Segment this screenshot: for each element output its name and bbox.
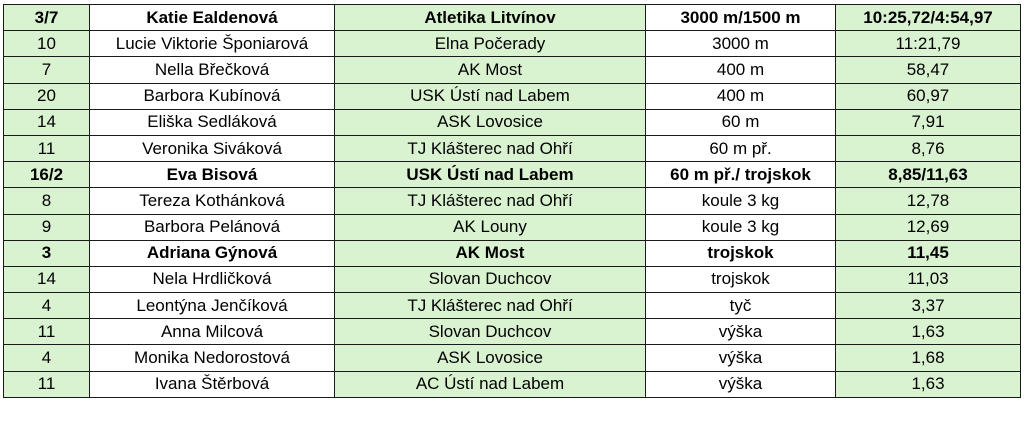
place-cell: 14 — [3, 265, 90, 294]
club-cell: ASK Lovosice — [334, 344, 646, 372]
club-cell: Slovan Duchcov — [334, 318, 646, 346]
athlete-name-cell: Nela Hrdličková — [89, 265, 335, 294]
results-table-body: 3/7 Katie Ealdenová Atletika Litvínov 3000 … — [3, 3, 1021, 398]
result-cell: 58,47 — [835, 56, 1021, 84]
athlete-name-cell: Barbora Pelánová — [89, 213, 335, 241]
event-cell: 60 m př./ trojskok — [645, 161, 836, 189]
result-cell: 8,85/11,63 — [835, 161, 1021, 189]
table-row: 3/7 Katie Ealdenová Atletika Litvínov 3000 … — [3, 3, 1021, 32]
club-cell: TJ Klášterec nad Ohří — [334, 187, 646, 215]
table-row: 4 Monika Nedorostová ASK Lovosice výška 1,68 — [3, 344, 1021, 372]
result-cell: 11,45 — [835, 239, 1021, 267]
club-cell: USK Ústí nad Labem — [334, 82, 646, 110]
club-cell: AK Most — [334, 239, 646, 267]
table-row: 11 Anna Milcová Slovan Duchcov výška 1,63 — [3, 318, 1021, 346]
results-table: 3/7 Katie Ealdenová Atletika Litvínov 3000 … — [3, 3, 1021, 398]
club-cell: AC Ústí nad Labem — [334, 370, 646, 398]
event-cell: 400 m — [645, 56, 836, 84]
place-cell: 16/2 — [3, 161, 90, 189]
result-cell: 11,03 — [835, 265, 1021, 294]
place-cell: 4 — [3, 344, 90, 372]
event-cell: 60 m př. — [645, 134, 836, 163]
table-row: 11 Ivana Štěrbová AC Ústí nad Labem výška 1,… — [3, 370, 1021, 398]
event-cell: výška — [645, 370, 836, 398]
event-cell: 3000 m — [645, 30, 836, 58]
table-row: 11 Veronika Siváková TJ Klášterec nad Ohří… — [3, 134, 1021, 163]
athlete-name-cell: Veronika Siváková — [89, 134, 335, 163]
result-cell: 8,76 — [835, 134, 1021, 163]
club-cell: USK Ústí nad Labem — [334, 161, 646, 189]
athlete-name-cell: Nella Břečková — [89, 56, 335, 84]
place-cell: 14 — [3, 108, 90, 136]
athlete-name-cell: Tereza Kothánková — [89, 187, 335, 215]
table-row: 14 Nela Hrdličková Slovan Duchcov trojskok 1… — [3, 265, 1021, 294]
place-cell: 7 — [3, 56, 90, 84]
event-cell: výška — [645, 318, 836, 346]
event-cell: 400 m — [645, 82, 836, 110]
athlete-name-cell: Barbora Kubínová — [89, 82, 335, 110]
athlete-name-cell: Leontýna Jenčíková — [89, 292, 335, 320]
club-cell: Elna Počerady — [334, 30, 646, 58]
result-cell: 12,78 — [835, 187, 1021, 215]
athlete-name-cell: Adriana Gýnová — [89, 239, 335, 267]
table-row: 9 Barbora Pelánová AK Louny koule 3 kg 12,69 — [3, 213, 1021, 241]
result-cell: 1,63 — [835, 370, 1021, 398]
place-cell: 9 — [3, 213, 90, 241]
result-cell: 60,97 — [835, 82, 1021, 110]
place-cell: 20 — [3, 82, 90, 110]
club-cell: Slovan Duchcov — [334, 265, 646, 294]
result-cell: 3,37 — [835, 292, 1021, 320]
result-cell: 1,68 — [835, 344, 1021, 372]
event-cell: trojskok — [645, 239, 836, 267]
place-cell: 3 — [3, 239, 90, 267]
club-cell: ASK Lovosice — [334, 108, 646, 136]
table-row: 10 Lucie Viktorie Šponiarová Elna Počerady… — [3, 30, 1021, 58]
place-cell: 11 — [3, 134, 90, 163]
athlete-name-cell: Anna Milcová — [89, 318, 335, 346]
club-cell: AK Most — [334, 56, 646, 84]
club-cell: TJ Klášterec nad Ohří — [334, 292, 646, 320]
place-cell: 10 — [3, 30, 90, 58]
event-cell: trojskok — [645, 265, 836, 294]
athlete-name-cell: Katie Ealdenová — [89, 3, 335, 32]
result-cell: 10:25,72/4:54,97 — [835, 3, 1021, 32]
table-row: 7 Nella Břečková AK Most 400 m 58,47 — [3, 56, 1021, 84]
event-cell: výška — [645, 344, 836, 372]
table-row: 20 Barbora Kubínová USK Ústí nad Labem 400 … — [3, 82, 1021, 110]
athlete-name-cell: Lucie Viktorie Šponiarová — [89, 30, 335, 58]
table-row: 4 Leontýna Jenčíková TJ Klášterec nad Ohří… — [3, 292, 1021, 320]
place-cell: 8 — [3, 187, 90, 215]
club-cell: Atletika Litvínov — [334, 3, 646, 32]
event-cell: 60 m — [645, 108, 836, 136]
place-cell: 4 — [3, 292, 90, 320]
place-cell: 11 — [3, 318, 90, 346]
athlete-name-cell: Ivana Štěrbová — [89, 370, 335, 398]
event-cell: tyč — [645, 292, 836, 320]
event-cell: koule 3 kg — [645, 187, 836, 215]
place-cell: 3/7 — [3, 3, 90, 32]
table-row: 3 Adriana Gýnová AK Most trojskok 11,45 — [3, 239, 1021, 267]
athlete-name-cell: Monika Nedorostová — [89, 344, 335, 372]
table-row: 16/2 Eva Bisová USK Ústí nad Labem 60 m př.… — [3, 161, 1021, 189]
athlete-name-cell: Eliška Sedláková — [89, 108, 335, 136]
place-cell: 11 — [3, 370, 90, 398]
result-cell: 11:21,79 — [835, 30, 1021, 58]
result-cell: 7,91 — [835, 108, 1021, 136]
event-cell: koule 3 kg — [645, 213, 836, 241]
table-row: 8 Tereza Kothánková TJ Klášterec nad Ohří k… — [3, 187, 1021, 215]
result-cell: 1,63 — [835, 318, 1021, 346]
club-cell: AK Louny — [334, 213, 646, 241]
table-row: 14 Eliška Sedláková ASK Lovosice 60 m 7,91 — [3, 108, 1021, 136]
athlete-name-cell: Eva Bisová — [89, 161, 335, 189]
result-cell: 12,69 — [835, 213, 1021, 241]
event-cell: 3000 m/1500 m — [645, 3, 836, 32]
club-cell: TJ Klášterec nad Ohří — [334, 134, 646, 163]
